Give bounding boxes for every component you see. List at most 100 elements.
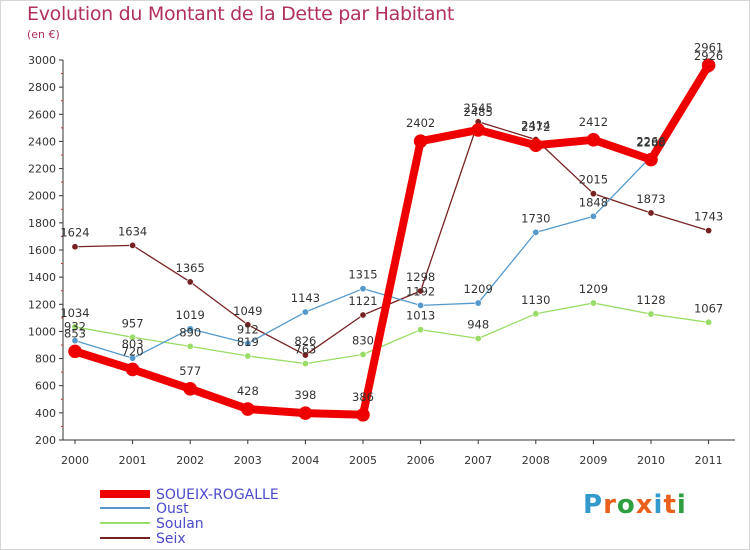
data-label: 1848 [579,195,608,209]
series-line-4 [74,121,710,356]
data-point [71,243,79,251]
data-label: 1067 [694,301,723,315]
data-label: 1365 [176,261,205,275]
data-label: 1013 [406,309,435,323]
data-label: 890 [179,325,201,339]
data-point [705,318,713,326]
data-label: 1143 [291,291,320,305]
data-label: 1209 [464,282,493,296]
x-tick-label: 2006 [407,454,435,467]
data-point [359,311,367,319]
x-tick-label: 2004 [291,454,319,467]
x-tick-label: 2003 [234,454,262,467]
data-label: 1634 [118,224,147,238]
data-point [532,310,540,318]
data-point [71,323,79,331]
legend-label: Oust [156,501,189,517]
data-point [471,123,486,137]
data-label: 1624 [60,226,89,240]
data-point [413,134,428,148]
x-tick-label: 2011 [695,454,723,467]
data-label: 2015 [579,173,608,187]
logo-letter: i [676,490,687,520]
data-point [244,352,252,360]
y-tick-label: 2800 [28,81,56,94]
y-tick-label: 800 [35,353,56,366]
unit-label: (en €) [27,28,60,41]
x-tick-label: 2009 [579,454,607,467]
y-tick-label: 600 [35,380,56,393]
data-point [183,382,197,396]
data-label: 1743 [694,210,723,224]
data-label: 1034 [60,306,89,320]
data-point [359,285,367,293]
data-point [528,138,543,153]
y-tick-label: 2200 [28,163,56,176]
data-point [589,190,597,198]
legend-label: Soulan [156,516,204,532]
data-point [532,228,540,236]
data-point [359,350,367,358]
data-label: 1298 [406,270,435,284]
series-line-1 [71,61,713,419]
x-tick-label: 2008 [522,454,550,467]
data-label: 1315 [348,268,377,282]
data-label: 2402 [406,116,435,130]
data-label: 386 [352,390,374,404]
data-label: 830 [352,334,374,348]
data-point [241,402,255,416]
data-label: 1049 [233,304,262,318]
data-point [68,344,82,359]
data-label: 932 [64,320,86,334]
data-point [129,354,137,362]
data-point [244,321,252,329]
data-label: 948 [467,317,489,331]
x-tick-label: 2010 [637,454,665,467]
data-label: 2288 [636,136,665,150]
data-label: 957 [122,316,144,330]
data-point [301,360,309,368]
data-label: 1130 [521,293,550,307]
series-line-3 [74,302,710,365]
data-label: 2926 [694,49,723,63]
data-label: 912 [237,322,259,336]
data-label: 853 [64,326,86,340]
y-tick-label: 1800 [28,217,56,230]
data-point [705,227,713,235]
data-point [129,333,137,341]
logo-letter: P [583,490,604,520]
data-label: 1128 [636,293,665,307]
series-line-2 [74,69,710,359]
data-label: 1121 [348,294,377,308]
data-label: 1192 [406,284,435,298]
data-label: 1209 [579,282,608,296]
data-label: 1873 [636,192,665,206]
logo-letter: t [663,490,677,520]
data-label: 803 [122,337,144,351]
data-point [589,299,597,307]
y-tick-label: 2000 [28,190,56,203]
data-point [356,407,370,422]
data-point [301,308,309,316]
data-label: 2266 [636,135,665,149]
data-label: 2961 [694,40,723,54]
chart-title: Evolution du Montant de la Dette par Hab… [27,3,455,25]
data-point [701,58,716,73]
data-label: 2412 [579,115,608,129]
logo-letter: r [603,490,617,520]
logo-letter: o [616,490,636,520]
data-label: 428 [237,384,259,398]
data-point [647,209,655,217]
legend-label: Seix [156,531,186,547]
data-label: 2414 [521,119,550,133]
data-label: 2545 [464,101,493,115]
data-point [589,212,597,220]
data-label: 720 [122,344,144,358]
data-point [644,152,658,167]
data-point [129,241,137,249]
data-point [298,406,313,420]
legend-label: SOUEIX-ROGALLE [156,487,279,503]
data-label: 2485 [464,105,493,119]
